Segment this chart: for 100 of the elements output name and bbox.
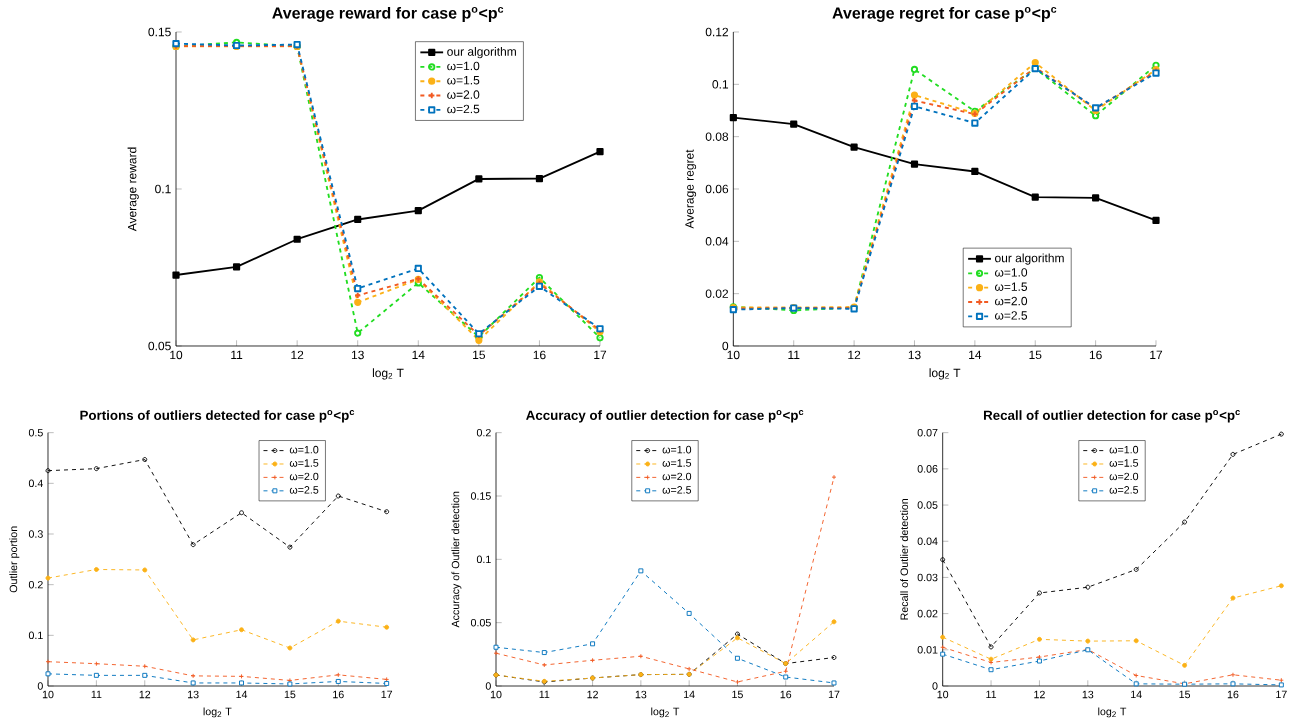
x-tick-label: 11 [788, 350, 800, 359]
y-axis-title: Outlier portion [9, 526, 20, 593]
legend-label: ω=1.0 [662, 445, 692, 454]
x-tick-label: 14 [236, 690, 248, 699]
y-tick-label: 0 [722, 341, 729, 351]
x-tick-label: 10 [937, 690, 949, 699]
x-tick-label: 16 [780, 690, 792, 699]
x-tick-label: 16 [533, 350, 546, 360]
x-axis-title: log$_{2}$ T [1098, 707, 1127, 718]
x-tick-label: 17 [1276, 690, 1287, 699]
y-tick-label: 0.15 [148, 27, 171, 37]
x-tick-label: 14 [1131, 690, 1142, 699]
x-tick-label: 10 [170, 350, 183, 360]
x-axis-title: log$_{2}$ T [203, 707, 232, 718]
x-tick-label: 15 [473, 350, 486, 360]
legend-label: our algorithm [995, 253, 1064, 265]
chart-title: Accuracy of outlier detection for case p$^{o}$<p$^{c}$ [526, 410, 804, 423]
y-tick-label: 0.12 [705, 27, 729, 37]
x-tick-label: 13 [351, 350, 364, 360]
x-tick-label: 14 [969, 350, 982, 359]
legend-label: ω=2.5 [289, 486, 319, 494]
x-tick-label: 12 [587, 690, 598, 699]
legend-label: ω=2.0 [994, 296, 1028, 306]
x-tick-label: 12 [1034, 690, 1045, 699]
y-tick-label: 0.04 [917, 537, 938, 546]
x-tick-label: 16 [1227, 690, 1239, 699]
x-tick-label: 11 [231, 350, 243, 359]
x-tick-label: 15 [1179, 690, 1191, 699]
y-axis-title: Average regret [685, 149, 697, 229]
x-tick-label: 13 [908, 350, 921, 360]
x-tick-label: 17 [828, 690, 840, 699]
x-tick-label: 10 [727, 350, 740, 360]
x-tick-label: 10 [490, 690, 502, 699]
y-tick-label: 0.2 [28, 580, 43, 589]
x-tick-label: 12 [848, 350, 861, 360]
legend-label: ω=1.5 [289, 459, 319, 467]
chart-title: Portions of outliers detected for case p$^{o}$<p$^{c}$ [80, 410, 355, 423]
y-tick-label: 0.05 [148, 341, 171, 351]
x-tick-label: 17 [381, 690, 393, 699]
legend-label: ω=2.0 [1109, 472, 1139, 481]
y-tick-label: 0.03 [917, 573, 938, 582]
y-tick-label: 0.02 [917, 609, 938, 618]
y-tick-label: 0.02 [705, 289, 729, 298]
x-tick-label: 14 [684, 690, 695, 699]
legend-label: ω=1.5 [447, 76, 480, 85]
x-tick-label: 16 [1089, 350, 1102, 360]
y-axis-title: Average reward [127, 147, 139, 232]
y-tick-label: 0.2 [476, 428, 491, 437]
chart-title: Recall of outlier detection for case p$^{o}$<p$^{c}$ [983, 410, 1240, 423]
legend-label: ω=2.5 [994, 311, 1028, 320]
legend-label: ω=2.5 [662, 486, 692, 494]
legend-label: ω=1.0 [289, 445, 319, 454]
y-tick-label: 0.04 [705, 237, 729, 246]
legend-label: ω=2.0 [447, 90, 480, 99]
legend-label: ω=1.5 [662, 459, 692, 467]
legend-label: ω=2.5 [447, 104, 480, 114]
legend-label: ω=1.0 [447, 61, 480, 71]
x-tick-label: 12 [291, 350, 304, 360]
legend-label: ω=1.0 [994, 268, 1028, 277]
y-tick-label: 0 [37, 682, 43, 690]
y-axis-title: Accuracy of Outlier detection [451, 491, 462, 628]
x-tick-label: 11 [539, 690, 550, 699]
y-tick-label: 0 [932, 682, 938, 690]
x-tick-label: 15 [1029, 350, 1042, 360]
y-tick-label: 0 [485, 682, 491, 690]
legend-label: ω=2.0 [662, 472, 692, 481]
chart-title: Average regret for case p$^{o}$<p$^{c}$ [832, 6, 1057, 22]
y-tick-label: 0.08 [705, 132, 729, 141]
legend-label: our algorithm [447, 47, 516, 59]
y-tick-label: 0.05 [470, 618, 491, 627]
x-tick-label: 17 [1150, 350, 1163, 359]
y-tick-label: 0.3 [28, 530, 43, 538]
chart-title: Average reward for case p$^{o}$<p$^{c}$ [272, 6, 504, 22]
y-axis-title: Recall of Outlier detection [900, 498, 909, 620]
y-tick-label: 0.1 [28, 631, 43, 640]
y-tick-label: 0.05 [917, 501, 938, 509]
x-tick-label: 13 [188, 690, 199, 699]
legend-label: ω=1.5 [1109, 459, 1139, 467]
legend-label: ω=1.5 [994, 282, 1028, 291]
x-axis-title: log$_{2}$ T [929, 368, 961, 380]
y-tick-label: 0.06 [917, 465, 938, 473]
x-axis-title: log$_{2}$ T [372, 368, 404, 380]
x-tick-label: 16 [333, 690, 344, 699]
y-tick-label: 0.4 [28, 479, 43, 488]
x-tick-label: 15 [732, 690, 743, 699]
y-tick-label: 0.1 [155, 184, 171, 194]
x-tick-label: 11 [91, 690, 102, 699]
x-tick-label: 10 [42, 690, 54, 699]
legend-label: ω=1.0 [1109, 445, 1139, 454]
y-tick-label: 0.06 [705, 184, 729, 194]
y-tick-label: 0.1 [712, 80, 729, 89]
legend-label: ω=2.5 [1109, 486, 1139, 494]
x-tick-label: 17 [594, 350, 607, 359]
x-tick-label: 15 [284, 690, 296, 699]
x-tick-label: 14 [412, 350, 425, 359]
x-tick-label: 12 [139, 690, 151, 699]
legend-label: ω=2.0 [289, 472, 319, 481]
y-tick-label: 0.01 [917, 646, 938, 654]
y-tick-label: 0.15 [470, 492, 491, 500]
y-tick-label: 0.5 [28, 428, 43, 437]
